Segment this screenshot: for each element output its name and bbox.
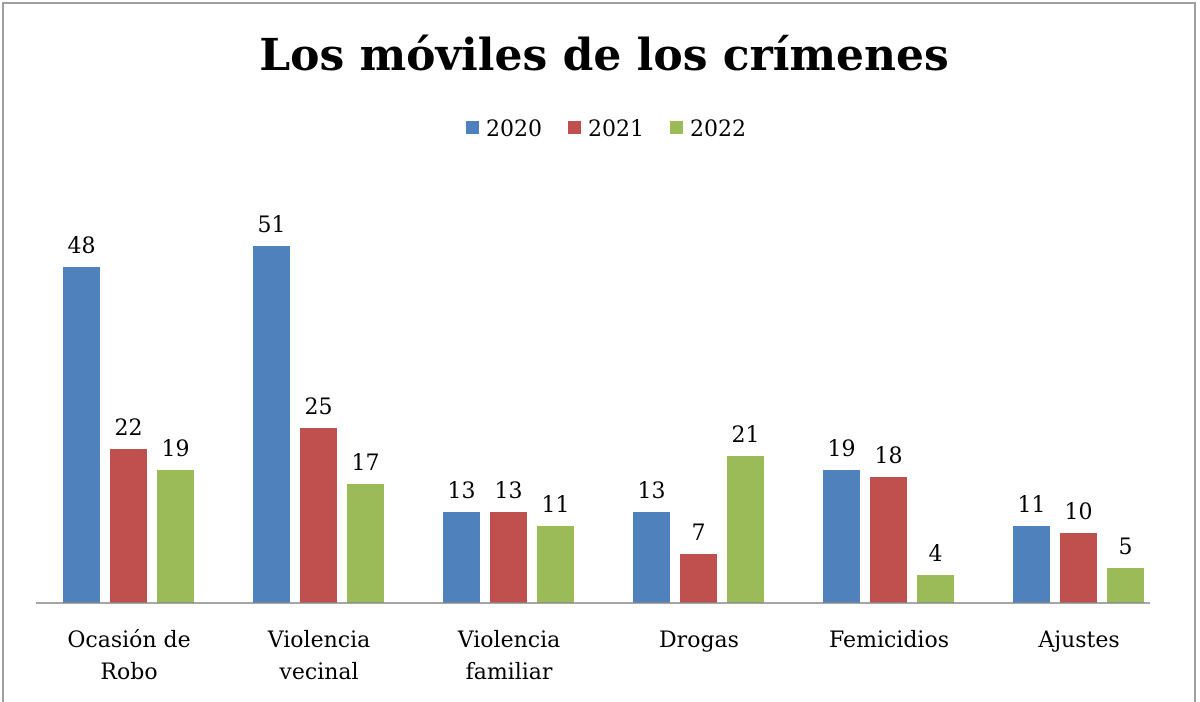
bar-2020 (63, 267, 100, 603)
legend-label: 2021 (588, 117, 644, 142)
data-label: 13 (495, 479, 523, 504)
data-label: 48 (68, 234, 96, 259)
bar-2021 (870, 477, 907, 603)
category-label: familiar (466, 660, 553, 685)
data-label: 18 (875, 444, 903, 469)
x-axis-labels: Ocasión de Robo Violencia vecinal Violencia f… (67, 628, 1119, 685)
bar-2021 (110, 449, 147, 603)
bar-2022 (157, 470, 194, 603)
category-label: Ajustes (1037, 628, 1119, 653)
data-label: 19 (162, 437, 190, 462)
legend-swatch (568, 121, 581, 134)
data-label: 4 (929, 542, 943, 567)
data-label: 21 (732, 423, 760, 448)
data-label: 10 (1065, 500, 1093, 525)
category-label: Violencia (267, 628, 370, 653)
bar-2022 (537, 526, 574, 603)
chart-title: Los móviles de los crímenes (259, 30, 949, 81)
category-label: Femicidios (829, 628, 949, 653)
legend-swatch (466, 121, 479, 134)
category-label: vecinal (278, 660, 358, 685)
data-label: 13 (638, 479, 666, 504)
data-label: 7 (692, 521, 706, 546)
data-label: 25 (305, 395, 333, 420)
bar-2022 (727, 456, 764, 603)
data-label: 17 (352, 451, 380, 476)
data-label: 22 (115, 416, 143, 441)
data-label: 11 (542, 493, 570, 518)
category-label: Robo (100, 660, 157, 685)
legend-swatch (670, 121, 683, 134)
bar-2020 (1013, 526, 1050, 603)
bar-2020 (823, 470, 860, 603)
data-label: 19 (828, 437, 856, 462)
data-label: 5 (1119, 535, 1133, 560)
bar-2022 (347, 484, 384, 603)
legend-label: 2020 (486, 117, 542, 142)
bar-2022 (917, 575, 954, 603)
bar-2021 (300, 428, 337, 603)
bar-2022 (1107, 568, 1144, 603)
bar-2020 (253, 246, 290, 603)
legend: 2020 2021 2022 (466, 117, 746, 142)
bar-2021 (490, 512, 527, 603)
legend-label: 2022 (690, 117, 746, 142)
data-label: 13 (448, 479, 476, 504)
category-label: Drogas (659, 628, 739, 653)
data-label: 51 (258, 213, 286, 238)
bar-2021 (680, 554, 717, 603)
bar-2020 (633, 512, 670, 603)
bar-2020 (443, 512, 480, 603)
category-label: Violencia (457, 628, 560, 653)
category-label: Ocasión de (67, 628, 190, 653)
bar-2021 (1060, 533, 1097, 603)
bars: 48 22 19 51 25 17 13 13 11 13 7 21 19 18 4 11 10 5 (63, 213, 1144, 603)
data-label: 11 (1018, 493, 1046, 518)
